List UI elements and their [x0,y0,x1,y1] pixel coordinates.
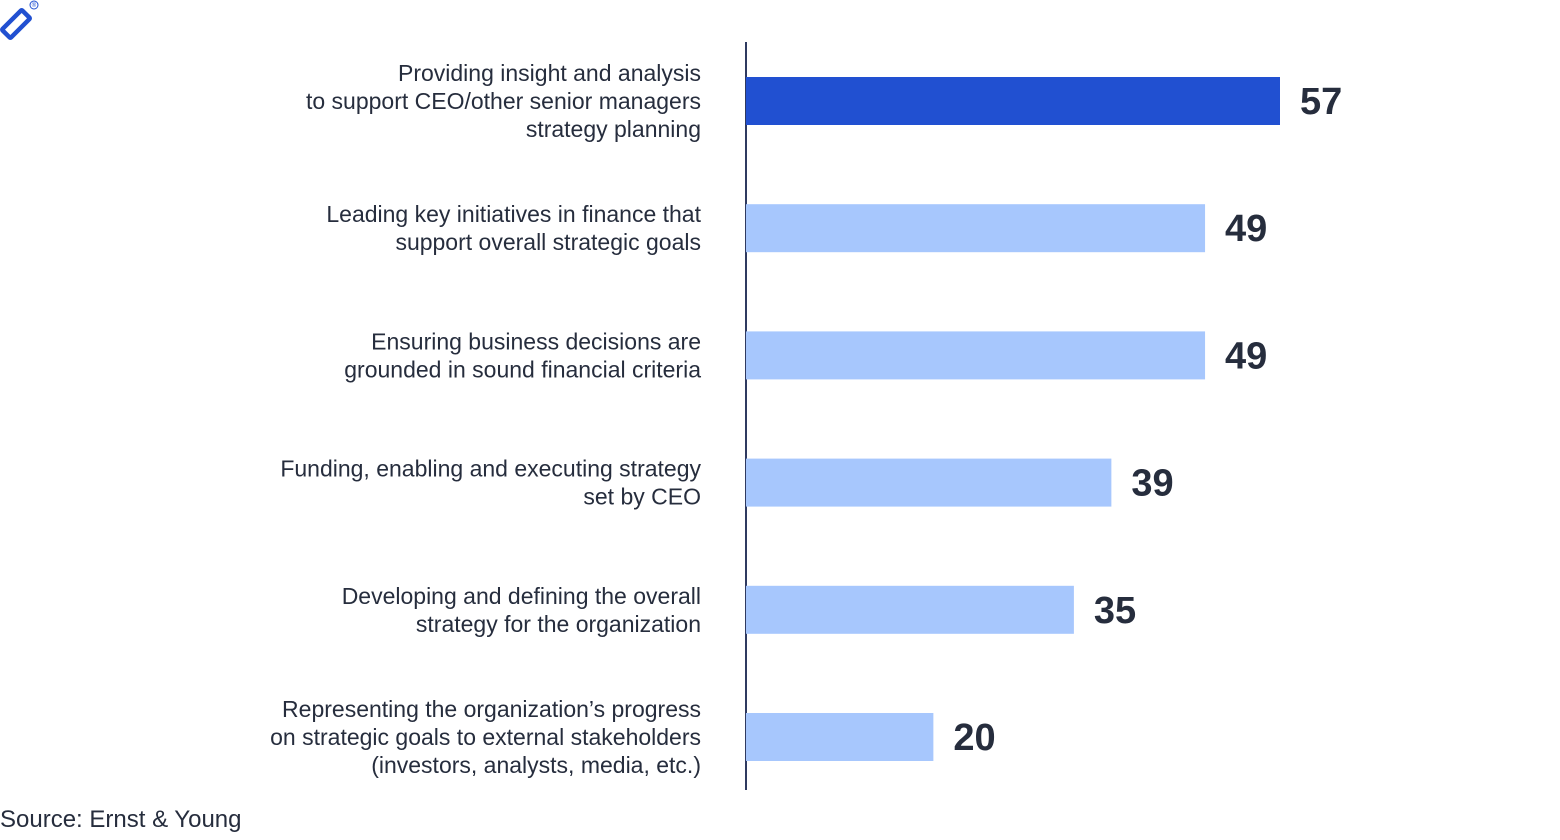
bar [746,77,1280,125]
category-label-line: strategy planning [526,116,701,142]
category-label: Providing insight and analysis to support… [306,60,701,142]
bar-row: 35 Developing and defining the overall str… [342,583,1136,637]
value-label: 49 [1225,208,1267,250]
category-label-line: Developing and defining the overall [342,583,701,609]
category-label-line: to support CEO/other senior managers [306,88,701,114]
bar-row: 57 Providing insight and analysis to suppo… [306,60,1342,142]
category-label: Ensuring business decisions are grounded … [344,328,701,382]
bar [746,204,1206,253]
category-label-line: Leading key initiatives in finance that [326,201,701,227]
bar [746,585,1074,634]
category-label-line: (investors, analysts, media, etc.) [371,752,701,778]
category-label-line: set by CEO [583,484,701,510]
bar-row: 49 Leading key initiatives in finance tha… [326,201,1267,255]
value-label: 39 [1131,463,1173,505]
category-label-line: grounded in sound financial criteria [344,356,701,382]
category-label-line: Representing the organization’s progress [282,696,701,722]
bar [746,458,1112,507]
bar [746,331,1206,380]
category-label: Developing and defining the overall strat… [342,583,701,637]
bar [746,713,934,761]
category-label-line: Funding, enabling and executing strategy [280,456,701,482]
value-label: 57 [1300,81,1342,123]
category-label: Representing the organization’s progress… [270,696,701,778]
category-label: Funding, enabling and executing strategy… [280,456,701,510]
category-label-line: strategy for the organization [416,611,701,637]
value-label: 49 [1225,335,1267,377]
source-note: Source: Ernst & Young [0,806,242,833]
registered-mark: ® [32,2,37,9]
value-label: 20 [953,717,995,759]
bar-row: 39 Funding, enabling and executing strate… [280,456,1173,510]
toptal-logo-icon[interactable]: ® [0,0,40,44]
category-label-line: Ensuring business decisions are [371,328,701,354]
bar-row: 20 Representing the organization’s progre… [270,696,996,778]
bar-chart: 57 Providing insight and analysis to suppo… [270,42,1342,790]
category-label-line: on strategic goals to external stakehold… [270,724,701,750]
category-label: Leading key initiatives in finance that s… [326,201,701,255]
bar-row: 49 Ensuring business decisions are grounde… [344,328,1267,382]
category-label-line: Providing insight and analysis [398,60,701,86]
category-label-line: support overall strategic goals [395,229,701,255]
value-label: 35 [1094,590,1136,632]
